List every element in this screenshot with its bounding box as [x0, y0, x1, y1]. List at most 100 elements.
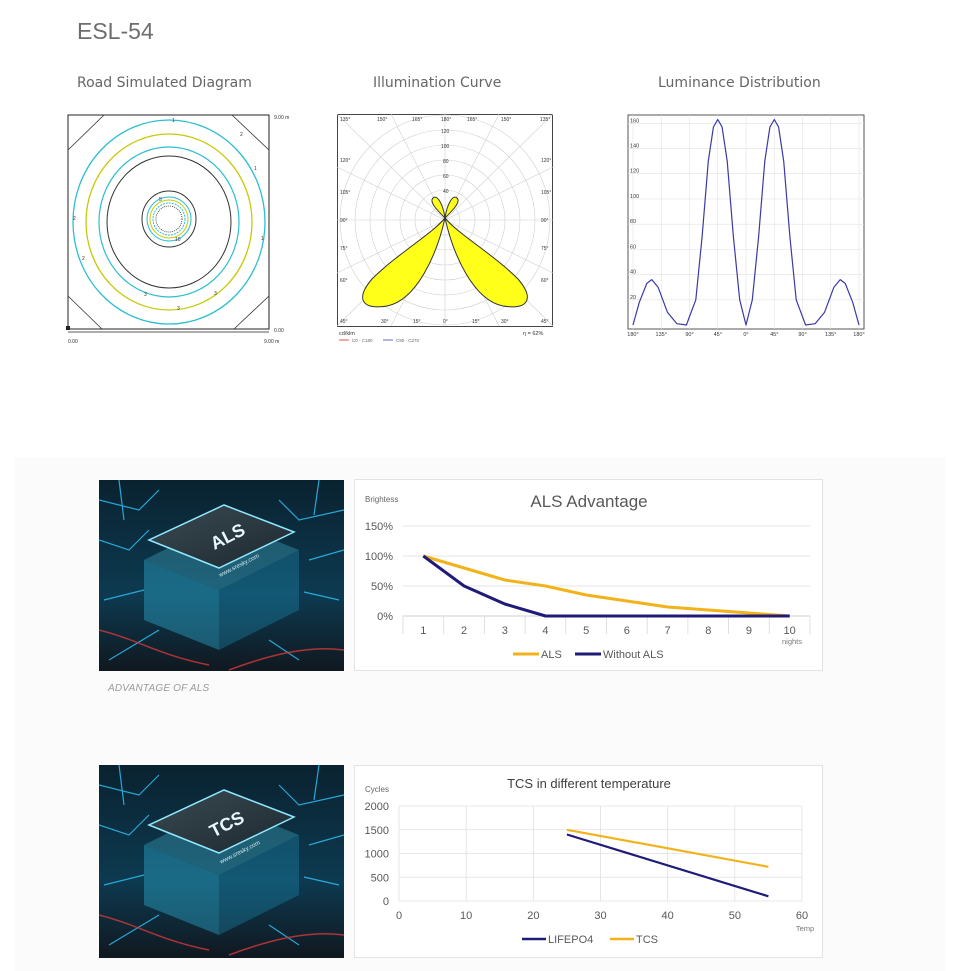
- als-advantage-chart: ALS Advantage Brightess 150% 100% 50% 0% 1 2 3 4 5…: [354, 479, 823, 671]
- luminance-x-tick: 180°: [627, 332, 638, 338]
- legend-c0-c180: C0 - C180: [352, 338, 373, 343]
- polar-angle-label: 0°: [443, 319, 448, 325]
- tcs-series-line: [566, 833, 769, 898]
- polar-angle-label: 120°: [340, 158, 350, 164]
- als-x-tick: 6: [624, 625, 630, 637]
- road-simulated-diagram: 1 2 1 2 2 3 3 3 1 5 10 9.00 m 0.00 0.00 …: [64, 110, 294, 350]
- polar-angle-label: 90°: [541, 218, 549, 224]
- tcs-x-tick: 10: [460, 910, 472, 922]
- luminance-y-tick: 160: [630, 118, 639, 124]
- als-x-tick: 4: [542, 625, 548, 637]
- polar-angle-label: 90°: [340, 218, 348, 224]
- tcs-chart-title: TCS in different temperature: [507, 776, 671, 791]
- polar-angle-label: 180°: [441, 117, 451, 123]
- als-legend-label: ALS: [541, 649, 562, 661]
- illumination-curve-title: Illumination Curve: [373, 75, 502, 91]
- als-x-tick: 8: [705, 625, 711, 637]
- tcs-x-axis-label: Temp: [796, 924, 814, 933]
- road-axis-right: 9.00 m: [264, 339, 279, 345]
- polar-angle-label: 135°: [340, 117, 350, 123]
- polar-angle-label: 45°: [340, 319, 348, 325]
- tcs-y-axis-label: Cycles: [365, 785, 389, 794]
- tcs-x-tick: 30: [594, 910, 606, 922]
- tcs-y-tick: 2000: [365, 801, 389, 813]
- road-diagram-title: Road Simulated Diagram: [77, 75, 252, 91]
- polar-radial-label: 80: [443, 159, 449, 165]
- als-series-line: [422, 554, 790, 618]
- tcs-y-tick: 1000: [365, 849, 389, 861]
- illumination-efficiency: η = 62%: [523, 331, 543, 337]
- contour-label: 3: [177, 306, 180, 312]
- tcs-series-line: [566, 828, 769, 868]
- polar-lobe-small-right: [444, 196, 459, 220]
- road-corner-bottom-right: 0.00: [274, 328, 284, 334]
- luminance-y-tick: 100: [630, 194, 639, 200]
- polar-radial-label: 40: [443, 189, 449, 195]
- luminance-curve: [632, 118, 860, 326]
- tcs-y-tick: 0: [383, 896, 389, 908]
- als-chart-title: ALS Advantage: [530, 492, 647, 511]
- contour-label: 5: [159, 197, 162, 203]
- polar-angle-label: 15°: [472, 319, 480, 325]
- als-chip-image: ALS www.sresky.com: [99, 480, 344, 671]
- als-y-tick: 50%: [371, 581, 393, 593]
- tcs-x-tick: 40: [662, 910, 674, 922]
- polar-lobe-small-left: [431, 196, 446, 220]
- polar-angle-label: 60°: [340, 278, 348, 284]
- luminance-x-tick: 90°: [685, 332, 693, 338]
- polar-lobe-right: [444, 217, 528, 308]
- contour-label: 3: [144, 292, 147, 298]
- luminance-y-tick: 140: [630, 144, 639, 150]
- polar-radial-label: 100: [441, 144, 450, 150]
- tcs-temperature-chart: TCS in different temperature Cycles 0 50 0 10…: [354, 765, 823, 958]
- polar-angle-label: 30°: [501, 319, 509, 325]
- luminance-x-tick: 45°: [714, 332, 722, 338]
- contour-label: 2: [82, 256, 85, 262]
- luminance-y-tick: 120: [630, 169, 639, 175]
- contour-label: 1: [172, 118, 175, 124]
- tcs-x-tick: 0: [396, 910, 402, 922]
- luminance-x-tick: 90°: [798, 332, 806, 338]
- luminance-x-tick: 45°: [770, 332, 778, 338]
- als-x-axis-label: nights: [782, 637, 802, 646]
- als-x-tick: 1: [420, 625, 426, 637]
- polar-angle-label: 75°: [541, 246, 549, 252]
- tcs-x-tick: 20: [527, 910, 539, 922]
- als-x-tick: 2: [461, 625, 467, 637]
- als-x-tick: 7: [664, 625, 670, 637]
- als-y-tick: 100%: [365, 551, 393, 563]
- contour-label: 10: [175, 237, 181, 243]
- illumination-curve-chart: 135° 150° 165° 180° 165° 150° 135° 120° …: [336, 113, 557, 343]
- road-axis-left: 0.00: [68, 339, 78, 345]
- page-title: ESL-54: [77, 18, 154, 44]
- contour-label: 2: [240, 132, 243, 138]
- luminance-x-tick: 135°: [656, 332, 667, 338]
- als-x-tick: 9: [746, 625, 752, 637]
- als-legend-label: Without ALS: [603, 649, 664, 661]
- polar-angle-label: 165°: [467, 117, 477, 123]
- polar-angle-label: 30°: [381, 319, 389, 325]
- tcs-x-tick: 60: [796, 910, 808, 922]
- polar-angle-label: 150°: [501, 117, 511, 123]
- contour-label: 2: [73, 216, 76, 222]
- luminance-x-tick: 135°: [825, 332, 836, 338]
- polar-angle-label: 105°: [541, 190, 551, 196]
- polar-angle-label: 165°: [412, 117, 422, 123]
- polar-angle-label: 120°: [541, 158, 551, 164]
- polar-radial-label: 60: [443, 174, 449, 180]
- als-series-line: [422, 554, 790, 618]
- luminance-x-tick: 180°: [853, 332, 864, 338]
- als-x-tick: 3: [502, 625, 508, 637]
- als-y-tick: 0%: [377, 611, 393, 623]
- polar-angle-label: 135°: [540, 117, 550, 123]
- als-x-tick: 5: [583, 625, 589, 637]
- luminance-x-tick: 0°: [743, 332, 748, 338]
- polar-angle-label: 105°: [340, 190, 350, 196]
- polar-angle-label: 60°: [541, 278, 549, 284]
- luminance-distribution-title: Luminance Distribution: [658, 75, 821, 91]
- contour-label: 3: [214, 291, 217, 297]
- als-y-axis-label: Brightess: [365, 495, 398, 504]
- als-y-tick: 150%: [365, 521, 393, 533]
- polar-angle-label: 75°: [340, 246, 348, 252]
- tcs-x-tick: 50: [729, 910, 741, 922]
